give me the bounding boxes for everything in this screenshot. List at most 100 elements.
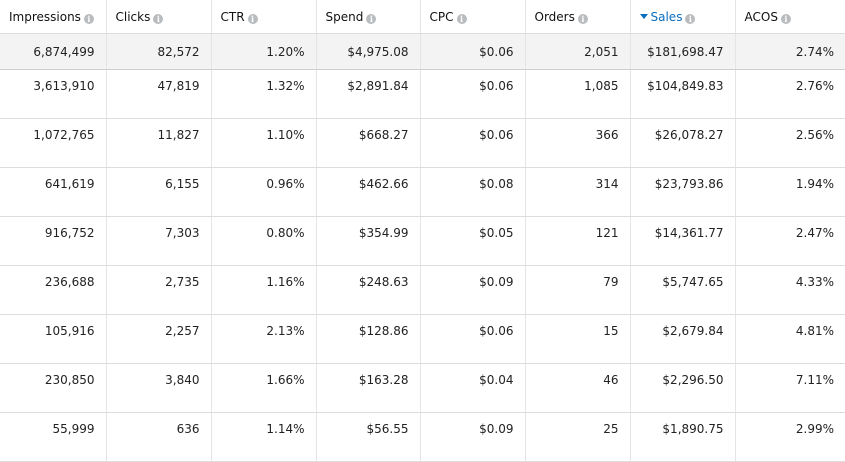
total-cell: $0.06 <box>419 33 525 70</box>
info-icon[interactable]: i <box>247 13 258 24</box>
column-header-cpc[interactable]: CPC i <box>419 0 525 34</box>
table-cell: 7,303 <box>105 216 211 266</box>
column-header-label: CTR <box>220 9 245 24</box>
table-cell: 1.14% <box>210 412 316 462</box>
total-cell: 82,572 <box>105 33 211 70</box>
info-icon[interactable]: i <box>577 13 588 24</box>
table-cell: 121 <box>524 216 630 266</box>
table-row[interactable]: 3,613,910 47,819 1.32% $2,891.84 $0.06 1,085 $… <box>0 69 845 119</box>
table-row[interactable]: 105,916 2,257 2.13% $128.86 $0.06 15 $2,679.84… <box>0 314 845 364</box>
info-icon[interactable]: i <box>153 13 164 24</box>
total-cell: $181,698.47 <box>629 33 735 70</box>
table-cell: $2,679.84 <box>629 314 735 364</box>
table-cell: 4.33% <box>734 265 845 315</box>
table-cell: 1.16% <box>210 265 316 315</box>
table-cell: 46 <box>524 363 630 413</box>
table-cell: 4.81% <box>734 314 845 364</box>
table-cell: 1,085 <box>524 69 630 119</box>
column-header-label: Clicks <box>115 9 151 24</box>
table-cell: 6,155 <box>105 167 211 217</box>
column-header-orders[interactable]: Orders i <box>524 0 630 34</box>
table-cell: $1,890.75 <box>629 412 735 462</box>
table-cell: 11,827 <box>105 118 211 168</box>
table-cell: $0.06 <box>419 118 525 168</box>
info-icon[interactable]: i <box>780 13 791 24</box>
table-cell: 366 <box>524 118 630 168</box>
table-row[interactable]: 230,850 3,840 1.66% $163.28 $0.04 46 $2,296.50… <box>0 363 845 413</box>
total-cell: 2.74% <box>734 33 845 70</box>
table-cell: $0.08 <box>419 167 525 217</box>
table-body: 6,874,499 82,572 1.20% $4,975.08 $0.06 2,051 $… <box>0 33 845 462</box>
table-cell: $14,361.77 <box>629 216 735 266</box>
info-icon[interactable]: i <box>456 13 467 24</box>
column-header-label: ACOS <box>744 9 778 24</box>
table-cell: 916,752 <box>0 216 106 266</box>
column-header-sales[interactable]: Sales i <box>629 0 735 34</box>
total-cell: 2,051 <box>524 33 630 70</box>
table-cell: $56.55 <box>315 412 420 462</box>
table-row[interactable]: 236,688 2,735 1.16% $248.63 $0.09 79 $5,747.65… <box>0 265 845 315</box>
table-cell: $248.63 <box>315 265 420 315</box>
table-cell: 3,840 <box>105 363 211 413</box>
table-cell: $462.66 <box>315 167 420 217</box>
table-cell: $128.86 <box>315 314 420 364</box>
table-cell: 1.32% <box>210 69 316 119</box>
table-cell: 25 <box>524 412 630 462</box>
table-cell: 1.94% <box>734 167 845 217</box>
table-cell: $354.99 <box>315 216 420 266</box>
column-header-clicks[interactable]: Clicks i <box>105 0 211 34</box>
table-cell: 2.47% <box>734 216 845 266</box>
column-header-impressions[interactable]: Impressions i <box>0 0 106 34</box>
totals-row: 6,874,499 82,572 1.20% $4,975.08 $0.06 2,051 $… <box>0 33 845 70</box>
table-cell: 2,735 <box>105 265 211 315</box>
table-cell: 1,072,765 <box>0 118 106 168</box>
table-cell: $0.06 <box>419 314 525 364</box>
info-icon[interactable]: i <box>83 13 94 24</box>
table-cell: $0.09 <box>419 412 525 462</box>
table-cell: 2.56% <box>734 118 845 168</box>
table-cell: $23,793.86 <box>629 167 735 217</box>
total-cell: $4,975.08 <box>315 33 420 70</box>
column-header-label: Sales <box>650 9 683 24</box>
column-header-spend[interactable]: Spend i <box>315 0 420 34</box>
table-cell: 3,613,910 <box>0 69 106 119</box>
column-header-acos[interactable]: ACOS i <box>734 0 845 34</box>
column-header-label: Impressions <box>9 9 81 24</box>
column-header-ctr[interactable]: CTR i <box>210 0 316 34</box>
table-cell: $0.05 <box>419 216 525 266</box>
column-header-label: Orders <box>534 9 575 24</box>
table-cell: 230,850 <box>0 363 106 413</box>
column-header-label: CPC <box>429 9 454 24</box>
table-row[interactable]: 916,752 7,303 0.80% $354.99 $0.05 121 $14,361.… <box>0 216 845 266</box>
table-cell: $0.06 <box>419 69 525 119</box>
table-cell: 7.11% <box>734 363 845 413</box>
table-cell: 2.99% <box>734 412 845 462</box>
table-cell: 1.10% <box>210 118 316 168</box>
header-row: Impressions i Clicks i CTR i Spend i CPC i Orders i… <box>0 0 845 34</box>
table-cell: 0.96% <box>210 167 316 217</box>
table-row[interactable]: 641,619 6,155 0.96% $462.66 $0.08 314 $23,793.… <box>0 167 845 217</box>
table-cell: $5,747.65 <box>629 265 735 315</box>
table-row[interactable]: 55,999 636 1.14% $56.55 $0.09 25 $1,890.75 2.99… <box>0 412 845 462</box>
table-cell: $26,078.27 <box>629 118 735 168</box>
table-row[interactable]: 1,072,765 11,827 1.10% $668.27 $0.06 366 $26,0… <box>0 118 845 168</box>
table-cell: 105,916 <box>0 314 106 364</box>
table-cell: 314 <box>524 167 630 217</box>
total-cell: 1.20% <box>210 33 316 70</box>
table-cell: $163.28 <box>315 363 420 413</box>
table-cell: $104,849.83 <box>629 69 735 119</box>
table-cell: $2,891.84 <box>315 69 420 119</box>
table-cell: $0.09 <box>419 265 525 315</box>
table-cell: 1.66% <box>210 363 316 413</box>
table-cell: 641,619 <box>0 167 106 217</box>
info-icon[interactable]: i <box>685 13 696 24</box>
table-cell: 79 <box>524 265 630 315</box>
info-icon[interactable]: i <box>366 13 377 24</box>
table-cell: 636 <box>105 412 211 462</box>
table-cell: 0.80% <box>210 216 316 266</box>
table-cell: $668.27 <box>315 118 420 168</box>
table-header: Impressions i Clicks i CTR i Spend i CPC i Orders i… <box>0 0 845 34</box>
total-cell: 6,874,499 <box>0 33 106 70</box>
table-cell: 2.13% <box>210 314 316 364</box>
